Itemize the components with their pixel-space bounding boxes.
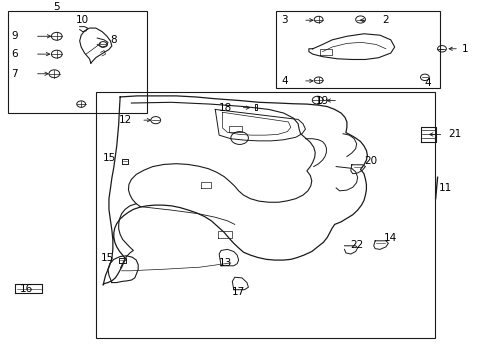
Text: 10: 10 (76, 15, 89, 25)
Text: 22: 22 (349, 240, 363, 250)
Text: 7: 7 (11, 69, 18, 79)
Text: 5: 5 (53, 2, 60, 12)
Text: 3: 3 (281, 15, 287, 25)
Text: 8: 8 (110, 35, 117, 45)
Text: 11: 11 (438, 183, 451, 193)
Text: 15: 15 (102, 153, 115, 163)
Text: 18: 18 (218, 103, 231, 113)
Text: 15: 15 (100, 253, 113, 262)
Text: 14: 14 (384, 233, 397, 243)
Text: 13: 13 (218, 258, 231, 268)
Bar (8, 11, 147, 113)
Text: 9: 9 (11, 31, 18, 41)
Text: 16: 16 (20, 284, 33, 294)
Text: 19: 19 (315, 95, 328, 105)
Text: 12: 12 (118, 115, 131, 125)
Text: 4: 4 (423, 78, 430, 88)
Bar (96, 91, 434, 338)
Text: 6: 6 (11, 49, 18, 59)
Text: 2: 2 (382, 15, 388, 25)
Text: 17: 17 (231, 287, 245, 297)
Text: 20: 20 (364, 156, 377, 166)
Bar (276, 11, 439, 88)
Text: 4: 4 (281, 76, 287, 86)
Text: 1: 1 (461, 44, 467, 54)
Text: 21: 21 (447, 130, 461, 139)
